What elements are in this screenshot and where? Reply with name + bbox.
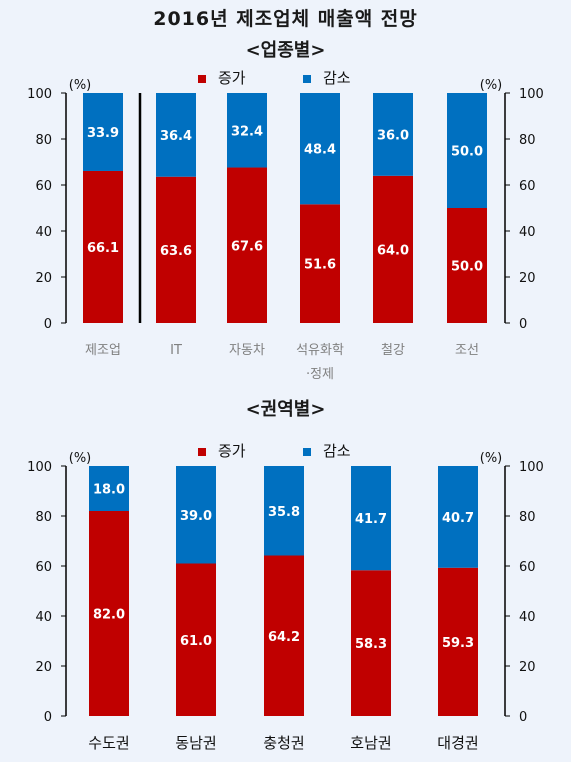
y-tick-label-right: 0 [519, 317, 527, 332]
data-label-increase: 82.0 [93, 608, 125, 623]
y-tick-label-left: 0 [44, 710, 52, 725]
bar-decrease [89, 466, 129, 511]
y-tick-label-left: 0 [44, 317, 52, 332]
data-label-increase: 67.6 [231, 239, 263, 254]
data-label-increase: 63.6 [160, 244, 192, 259]
legend-increase-label: 증가 [218, 442, 246, 460]
category-label: ·정제 [306, 367, 334, 382]
data-label-increase: 66.1 [87, 241, 119, 256]
data-label-decrease: 18.0 [93, 483, 125, 498]
data-label-increase: 51.6 [304, 258, 336, 273]
y-tick-label-left: 40 [35, 225, 52, 240]
legend-increase-swatch [198, 75, 206, 83]
bar-decrease [176, 466, 216, 564]
bar-decrease [156, 93, 196, 177]
unit-label-right: (%) [480, 78, 503, 93]
y-tick-label-right: 80 [519, 133, 536, 148]
y-tick-label-left: 80 [35, 510, 52, 525]
category-label: 철강 [381, 343, 405, 358]
category-label: IT [170, 343, 182, 358]
chart-title: 2016년 제조업체 매출액 전망 [153, 8, 418, 30]
y-tick-label-right: 80 [519, 510, 536, 525]
legend-decrease-swatch [303, 75, 311, 83]
bar-increase [300, 204, 340, 323]
bar-increase [156, 176, 196, 323]
category-label: 동남권 [175, 734, 216, 752]
category-label: 수도권 [88, 734, 129, 752]
bar-increase [373, 175, 413, 323]
category-label: 석유화학 [296, 343, 344, 358]
y-tick-label-left: 40 [35, 610, 52, 625]
y-tick-label-right: 60 [519, 560, 536, 575]
bar-decrease [300, 93, 340, 205]
category-label: 자동차 [229, 343, 265, 358]
bar-increase [447, 208, 487, 323]
y-tick-label-right: 40 [519, 225, 536, 240]
region-subtitle: <권역별> [245, 399, 326, 420]
data-label-decrease: 33.9 [87, 126, 119, 141]
y-tick-label-right: 0 [519, 710, 527, 725]
y-tick-label-left: 60 [35, 179, 52, 194]
bar-increase [83, 170, 123, 323]
data-label-decrease: 36.0 [377, 128, 409, 143]
bar-decrease [83, 93, 123, 171]
y-tick-label-left: 20 [35, 660, 52, 675]
bar-decrease [264, 466, 304, 556]
bar-increase [89, 511, 129, 716]
y-tick-label-right: 20 [519, 660, 536, 675]
legend-decrease-swatch [303, 448, 311, 456]
bar-decrease [447, 93, 487, 208]
category-label: 호남권 [350, 734, 391, 752]
data-label-increase: 64.2 [268, 630, 300, 645]
industry-subtitle: <업종별> [245, 40, 326, 61]
legend-decrease-label: 감소 [323, 442, 351, 460]
bar-increase [438, 567, 478, 716]
category-label: 충청권 [263, 734, 304, 752]
legend-increase-swatch [198, 448, 206, 456]
y-tick-label-left: 60 [35, 560, 52, 575]
unit-label-left: (%) [69, 78, 92, 93]
bar-increase [351, 570, 391, 716]
bar-decrease [373, 93, 413, 176]
category-label: 제조업 [85, 343, 121, 358]
data-label-increase: 64.0 [377, 243, 409, 258]
y-tick-label-left: 80 [35, 133, 52, 148]
data-label-increase: 61.0 [180, 634, 212, 649]
y-tick-label-right: 20 [519, 271, 536, 286]
data-label-increase: 58.3 [355, 637, 387, 652]
data-label-decrease: 48.4 [304, 143, 336, 158]
y-tick-label-left: 100 [27, 460, 52, 475]
unit-label-right: (%) [480, 451, 503, 466]
y-tick-label-right: 100 [519, 460, 544, 475]
bar-increase [264, 555, 304, 716]
data-label-decrease: 40.7 [442, 511, 474, 526]
bar-decrease [438, 466, 478, 568]
legend-decrease-label: 감소 [323, 69, 351, 87]
unit-label-left: (%) [69, 451, 92, 466]
y-tick-label-right: 40 [519, 610, 536, 625]
data-label-decrease: 41.7 [355, 512, 387, 527]
data-label-decrease: 50.0 [451, 145, 483, 160]
y-tick-label-right: 60 [519, 179, 536, 194]
bar-decrease [351, 466, 391, 571]
data-label-increase: 50.0 [451, 260, 483, 275]
data-label-decrease: 36.4 [160, 129, 192, 144]
y-tick-label-right: 100 [519, 87, 544, 102]
legend-increase-label: 증가 [218, 69, 246, 87]
category-label: 대경권 [437, 734, 478, 752]
bar-increase [227, 167, 267, 323]
bar-increase [176, 563, 216, 716]
y-tick-label-left: 20 [35, 271, 52, 286]
y-tick-label-left: 100 [27, 87, 52, 102]
data-label-decrease: 39.0 [180, 509, 212, 524]
data-label-increase: 59.3 [442, 636, 474, 651]
bar-decrease [227, 93, 267, 168]
category-label: 조선 [455, 343, 479, 358]
data-label-decrease: 32.4 [231, 124, 263, 139]
data-label-decrease: 35.8 [268, 505, 300, 520]
